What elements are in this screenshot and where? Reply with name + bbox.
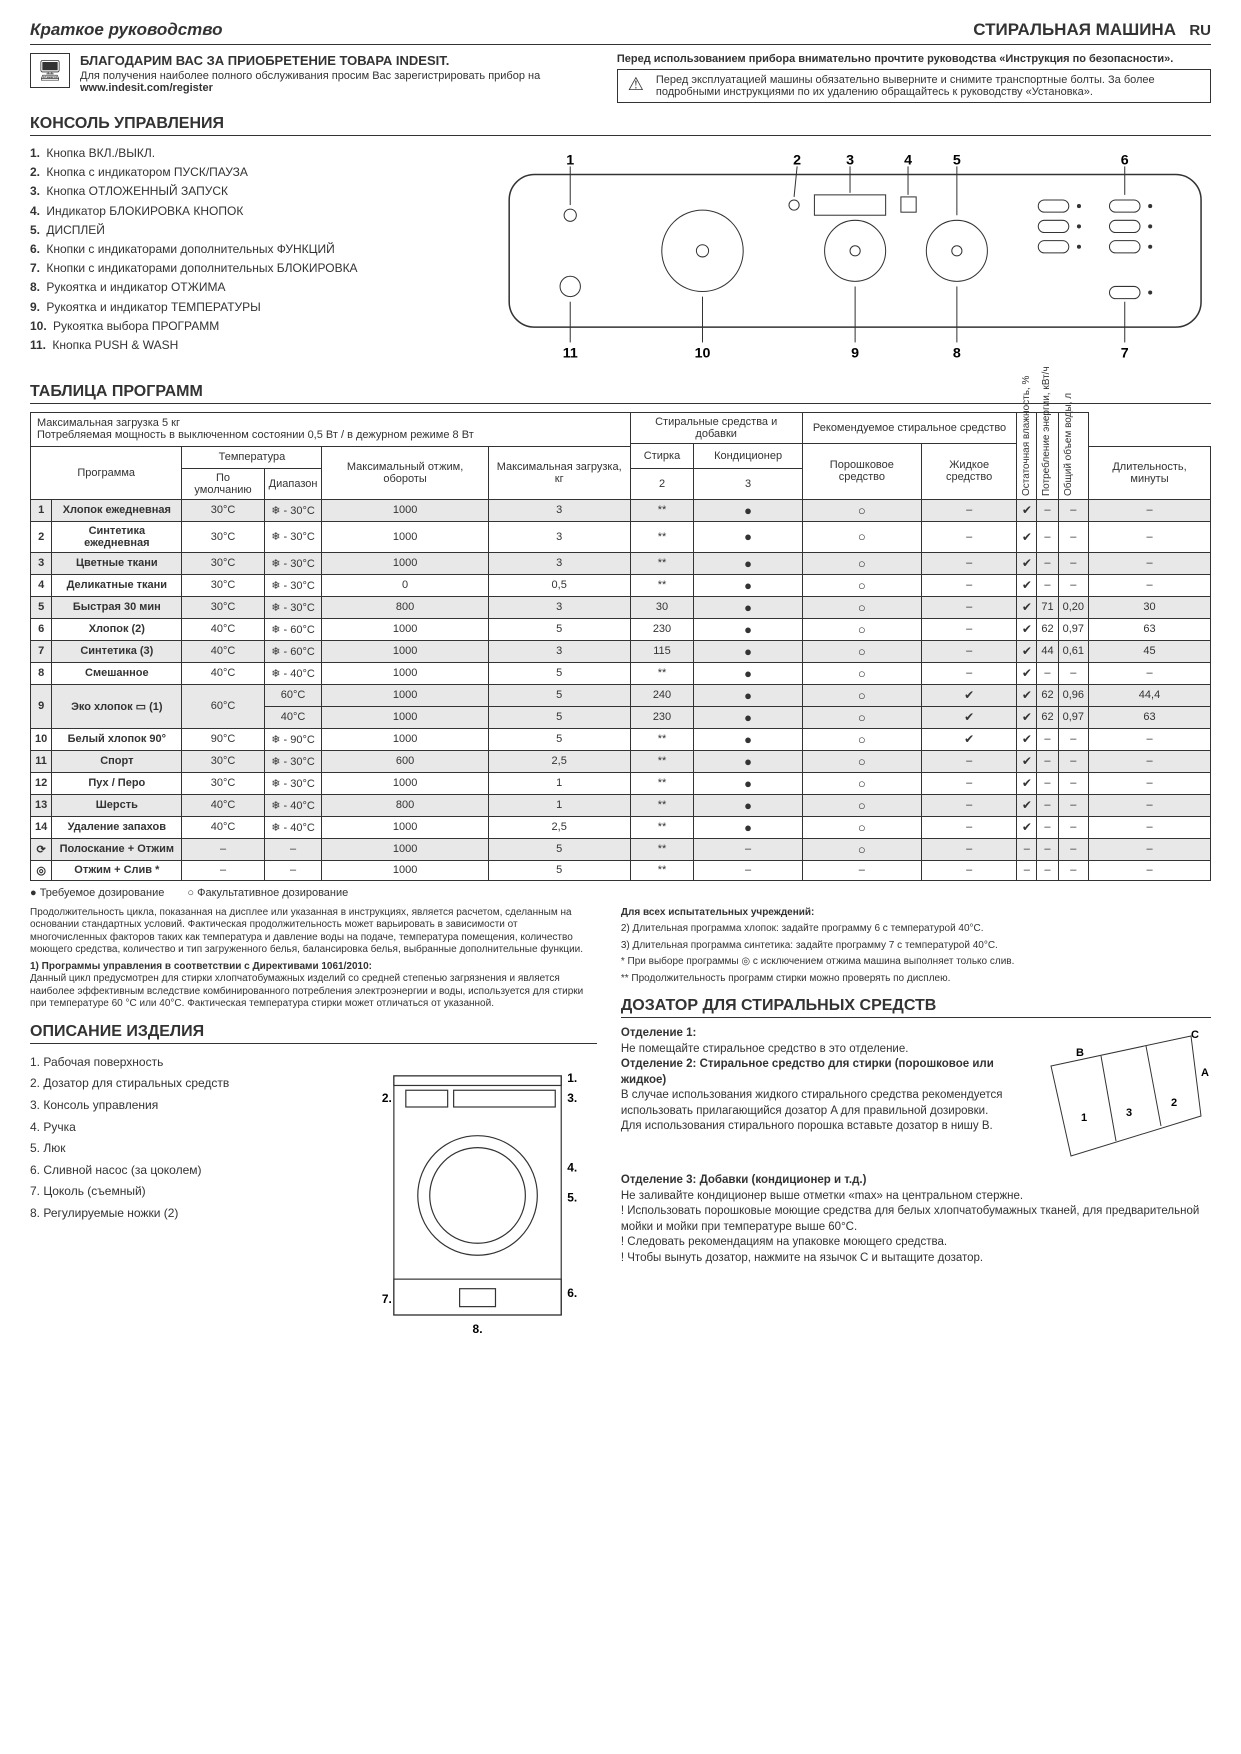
svg-text:8.: 8. <box>472 1322 482 1336</box>
program-table: Максимальная загрузка 5 кг Потребляемая … <box>30 412 1211 881</box>
console-heading: КОНСОЛЬ УПРАВЛЕНИЯ <box>30 115 1211 136</box>
svg-text:9: 9 <box>851 346 859 362</box>
svg-text:B: B <box>1076 1047 1084 1059</box>
monitor-icon: 🖥 <box>30 53 70 88</box>
svg-text:3: 3 <box>1126 1107 1132 1119</box>
table-row: 9 Эко хлопок ▭ (1) 60°C 60°C10005240 620… <box>31 684 1211 706</box>
table-row: 11Спорт 30°C❄ - 30°C6002,5** – ––– <box>31 750 1211 772</box>
svg-text:2: 2 <box>793 152 801 168</box>
guide-title: Краткое руководство <box>30 20 223 40</box>
table-row: 14Удаление запахов 40°C❄ - 40°C10002,5**… <box>31 816 1211 838</box>
header: Краткое руководство СТИРАЛЬНАЯ МАШИНА RU <box>30 20 1211 45</box>
svg-text:8: 8 <box>953 346 961 362</box>
progtable-heading: ТАБЛИЦА ПРОГРАММ <box>30 383 1211 404</box>
warning-icon: ⚠ <box>624 74 648 95</box>
thanks-title: БЛАГОДАРИМ ВАС ЗА ПРИОБРЕТЕНИЕ ТОВАРА IN… <box>80 53 540 68</box>
table-row: 7Синтетика (3) 40°C❄ - 60°C10003115 – 44… <box>31 640 1211 662</box>
table-row: 13Шерсть 40°C❄ - 40°C8001** – ––– <box>31 794 1211 816</box>
warning-text: Перед эксплуатацией машины обязательно в… <box>656 74 1204 98</box>
table-row: 1Хлопок ежедневная 30°C❄ - 30°C10003** –… <box>31 499 1211 521</box>
svg-text:A: A <box>1201 1067 1209 1079</box>
svg-text:7.: 7. <box>382 1292 392 1306</box>
table-row: ◎Отжим + Слив * ––10005** –––– ––– <box>31 860 1211 880</box>
register-url: www.indesit.com/register <box>80 82 213 94</box>
thanks-line1: Для получения наиболее полного обслужива… <box>80 70 540 82</box>
svg-text:7: 7 <box>1121 346 1129 362</box>
svg-text:6.: 6. <box>567 1286 577 1300</box>
table-row: 5Быстрая 30 мин 30°C❄ - 30°C800330 – 710… <box>31 596 1211 618</box>
svg-text:3: 3 <box>846 152 854 168</box>
svg-text:4: 4 <box>904 152 912 168</box>
table-legend: ● Требуемое дозирование ○ Факультативное… <box>30 887 1211 899</box>
svg-text:5: 5 <box>953 152 961 168</box>
table-row: 2Синтетика ежедневная 30°C❄ - 30°C10003*… <box>31 521 1211 552</box>
console-list: 1. Кнопка ВКЛ./ВЫКЛ. 2. Кнопка с индикат… <box>30 144 479 371</box>
svg-text:4.: 4. <box>567 1160 577 1174</box>
dispenser-heading: ДОЗАТОР ДЛЯ СТИРАЛЬНЫХ СРЕДСТВ <box>621 997 1211 1018</box>
desc-list: 1. Рабочая поверхность 2. Дозатор для ст… <box>30 1052 342 1342</box>
table-row: 12Пух / Перо 30°C❄ - 30°C10001** – ––– <box>31 772 1211 794</box>
svg-text:1: 1 <box>1081 1112 1087 1124</box>
svg-text:10: 10 <box>694 346 710 362</box>
svg-text:6: 6 <box>1121 152 1129 168</box>
product-title: СТИРАЛЬНАЯ МАШИНА <box>973 20 1176 39</box>
table-row: 8Смешанное 40°C❄ - 40°C10005** – ––– <box>31 662 1211 684</box>
table-row: 6Хлопок (2) 40°C❄ - 60°C10005230 – 620,9… <box>31 618 1211 640</box>
thanks-block: 🖥 БЛАГОДАРИМ ВАС ЗА ПРИОБРЕТЕНИЕ ТОВАРА … <box>30 53 1211 103</box>
svg-text:11: 11 <box>562 346 577 362</box>
safety-bold: Перед использованием прибора внимательно… <box>617 53 1173 65</box>
svg-text:2: 2 <box>1171 1097 1177 1109</box>
dispenser-diagram: B C A 1 3 2 <box>1041 1026 1211 1169</box>
fine-para-1: Продолжительность цикла, показанная на д… <box>30 907 597 957</box>
svg-text:3.: 3. <box>567 1091 577 1105</box>
table-row: 3Цветные ткани 30°C❄ - 30°C10003** – ––– <box>31 552 1211 574</box>
table-row: 4Деликатные ткани 30°C❄ - 30°C00,5** – –… <box>31 574 1211 596</box>
machine-diagram: 1. 2. 3. 4. 5. 6. 7. 8. <box>358 1052 597 1342</box>
svg-text:1.: 1. <box>567 1071 577 1085</box>
desc-heading: ОПИСАНИЕ ИЗДЕЛИЯ <box>30 1023 597 1044</box>
svg-text:5.: 5. <box>567 1190 577 1204</box>
console-diagram: 1 2 3 4 5 6 11 10 9 8 7 <box>499 144 1211 371</box>
lang-code: RU <box>1189 22 1211 39</box>
table-row: 10Белый хлопок 90° 90°C❄ - 90°C10005** –… <box>31 728 1211 750</box>
svg-text:1: 1 <box>566 152 574 168</box>
svg-text:2.: 2. <box>382 1091 392 1105</box>
table-row: ⟳Полоскание + Отжим ––10005** ––– ––– <box>31 838 1211 860</box>
svg-text:C: C <box>1191 1029 1199 1041</box>
